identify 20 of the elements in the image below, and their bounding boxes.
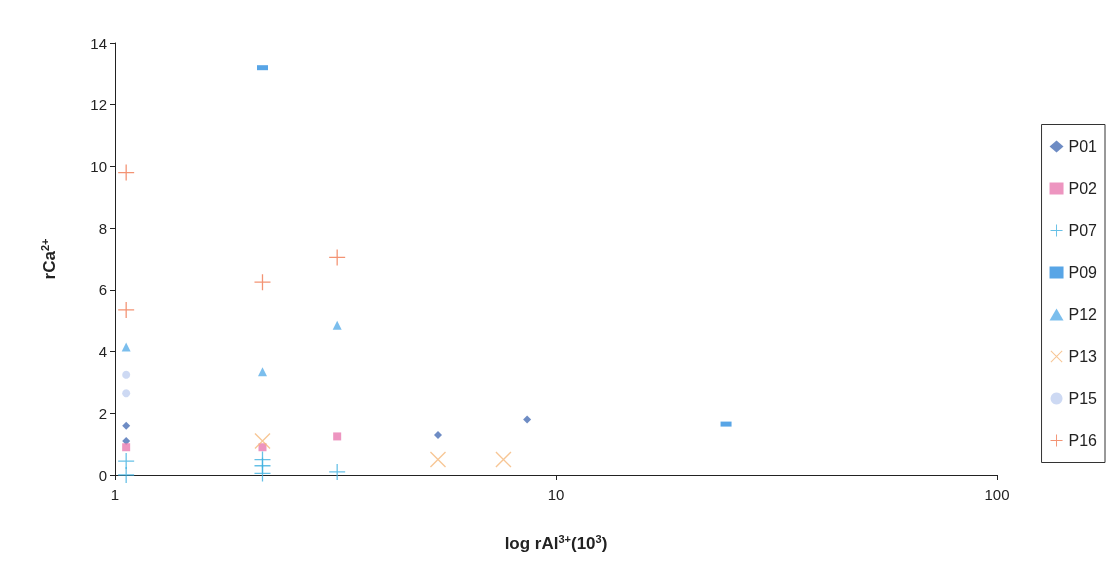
y-tick-label: 2	[98, 404, 107, 422]
y-tick-label: 6	[98, 281, 107, 299]
legend-label: P07	[1068, 222, 1098, 239]
x-tick-label: 1	[110, 486, 120, 503]
legend-label: P16	[1068, 432, 1098, 449]
y-tick-label: 0	[98, 466, 107, 484]
legend-label: P12	[1068, 306, 1098, 323]
x-tick-label: 100	[984, 486, 1010, 503]
legend-label: P09	[1068, 264, 1098, 281]
x-tick-label: 10	[547, 486, 565, 503]
legend-label: P02	[1068, 180, 1098, 197]
y-tick-label: 12	[90, 96, 107, 114]
y-tick-label: 8	[98, 219, 107, 237]
legend-label: P13	[1068, 348, 1098, 365]
y-tick-label: 4	[98, 343, 107, 361]
legend-label: P15	[1068, 390, 1098, 407]
legend-label: P01	[1068, 138, 1098, 155]
y-axis-title: rCa2+	[38, 238, 59, 280]
y-tick-label: 14	[90, 34, 107, 52]
y-tick-label: 10	[90, 157, 107, 175]
